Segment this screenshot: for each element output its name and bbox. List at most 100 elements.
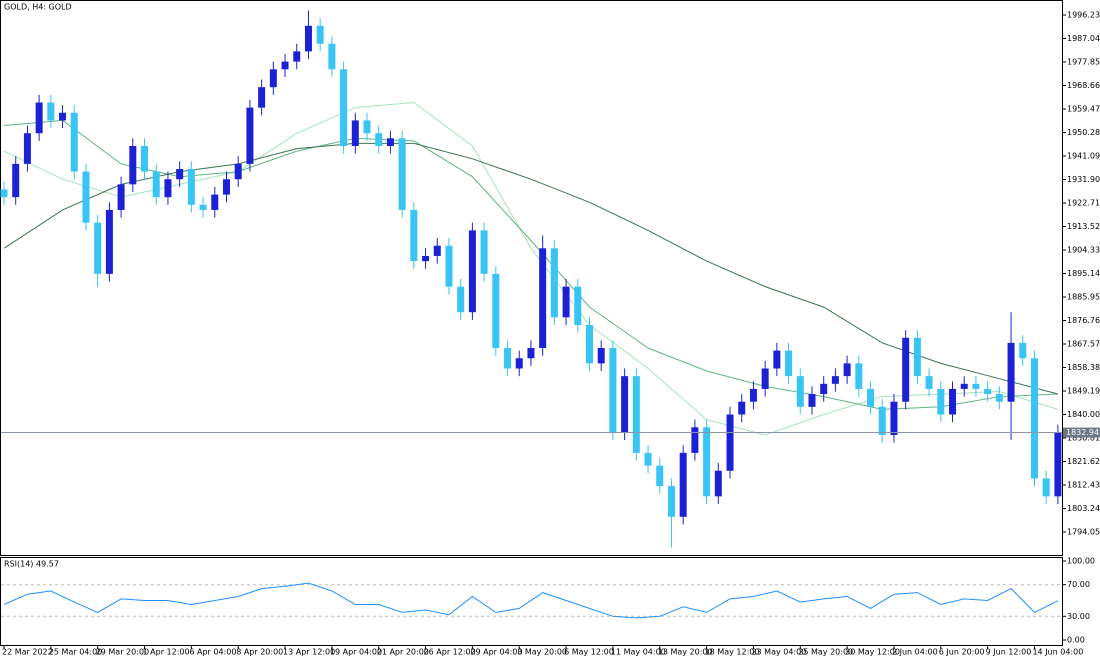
candle-body <box>632 376 640 453</box>
candle-body <box>70 112 78 172</box>
x-tick-label: 30 May 12:00 <box>845 648 900 657</box>
y-tick-label: 1904.33 <box>1067 245 1100 254</box>
candle-body <box>398 138 406 210</box>
candle-body <box>1054 432 1062 497</box>
candle-body <box>1007 342 1015 402</box>
candle-body <box>504 348 512 369</box>
candle-body <box>433 245 441 256</box>
candle-body <box>293 51 301 62</box>
candle-body <box>785 350 793 377</box>
y-tick-label: 1959.47 <box>1067 104 1100 113</box>
candle-body <box>445 245 453 287</box>
candle-body <box>468 230 476 313</box>
candle-body <box>726 414 734 471</box>
y-tick-label: 1922.71 <box>1067 198 1100 207</box>
price-tag <box>1063 427 1100 438</box>
candle-body <box>656 465 664 487</box>
y-tick-label: 1821.62 <box>1067 457 1100 466</box>
candle-body <box>363 120 371 134</box>
candle-body <box>59 112 67 121</box>
x-tick-label: 6 Apr 04:00 <box>189 648 236 657</box>
candle-body <box>1019 342 1027 359</box>
candle-body <box>152 171 160 198</box>
x-tick-label: 9 Jun 12:00 <box>986 648 1032 657</box>
y-tick-label: 1931.90 <box>1067 175 1100 184</box>
y-tick-label: 0.00 <box>1067 636 1085 645</box>
candle-body <box>94 222 102 274</box>
candle-body <box>831 376 839 384</box>
candle-body <box>820 383 828 395</box>
candle-body <box>562 286 570 318</box>
candle-body <box>609 348 617 433</box>
x-tick-label: 19 Apr 04:00 <box>330 648 382 657</box>
candle-body <box>0 189 8 198</box>
y-tick-label: 1876.76 <box>1067 316 1100 325</box>
candle-body <box>960 383 968 389</box>
x-tick-label: 14 Jun 04:00 <box>1032 648 1083 657</box>
y-tick-label: 1977.85 <box>1067 57 1100 66</box>
y-tick-label: 1812.43 <box>1067 481 1100 490</box>
candle-body <box>457 286 465 313</box>
candle-body <box>527 348 535 359</box>
candle-body <box>515 358 523 369</box>
candle-body <box>937 388 945 415</box>
candle-body <box>586 325 593 364</box>
candle-body <box>386 138 394 146</box>
candle-body <box>667 486 675 517</box>
y-tick-label: 1895.14 <box>1067 269 1100 278</box>
x-tick-label: 26 Apr 12:00 <box>424 648 476 657</box>
candle-body <box>621 376 629 433</box>
candle-body <box>925 376 933 389</box>
candle-body <box>105 209 113 274</box>
candle-body <box>164 179 172 198</box>
candle-body <box>281 61 289 70</box>
candle-body <box>691 427 699 453</box>
candle-body <box>234 163 242 180</box>
candle-body <box>972 383 980 389</box>
candle-body <box>222 179 230 195</box>
candle-body <box>304 25 312 52</box>
candle-body <box>902 337 910 402</box>
x-tick-label: 23 May 04:00 <box>751 648 806 657</box>
x-tick-label: 13 Apr 12:00 <box>283 648 335 657</box>
x-tick-label: 1 Apr 12:00 <box>143 648 190 657</box>
candle-body <box>258 87 266 108</box>
candle-body <box>703 427 711 497</box>
candle-body <box>808 394 816 407</box>
y-tick-label: 1941.09 <box>1067 151 1100 160</box>
y-tick-label: 1968.66 <box>1067 81 1100 90</box>
x-tick-label: 3 May 20:00 <box>517 648 567 657</box>
candle-body <box>35 102 43 134</box>
candle-body <box>843 363 851 377</box>
candle-body <box>375 133 383 146</box>
y-tick-label: 1849.19 <box>1067 387 1100 396</box>
y-tick-label: 1950.28 <box>1067 128 1100 137</box>
candle-body <box>796 376 804 407</box>
x-tick-label: 22 Mar 2022 <box>2 648 53 657</box>
x-tick-label: 6 May 12:00 <box>564 648 614 657</box>
candle-body <box>176 169 184 180</box>
x-tick-label: 13 May 20:00 <box>658 648 713 657</box>
candle-body <box>410 209 418 262</box>
x-tick-label: 11 May 04:00 <box>611 648 666 657</box>
candle-body <box>211 194 219 210</box>
y-tick-label: 1858.38 <box>1067 363 1100 372</box>
y-tick-label: 1996.23 <box>1067 10 1100 19</box>
candle-body <box>878 406 886 435</box>
candle-body <box>714 470 722 497</box>
candle-body <box>550 248 558 318</box>
x-tick-label: 29 Mar 20:00 <box>96 648 149 657</box>
candle-body <box>246 107 254 164</box>
chart-title: GOLD, H4: GOLD <box>4 3 72 12</box>
y-tick-label: 1830.81 <box>1067 434 1100 443</box>
x-tick-label: 29 Apr 04:00 <box>470 648 522 657</box>
y-tick-label: 1840.00 <box>1067 410 1100 419</box>
x-tick-label: 2 Jun 04:00 <box>892 648 938 657</box>
y-tick-label: 30.00 <box>1067 612 1090 621</box>
candle-body <box>984 388 992 395</box>
rsi-value: 49.57 <box>36 560 59 569</box>
candle-body <box>12 163 20 198</box>
candle-body <box>129 145 137 185</box>
candle-body <box>492 273 500 349</box>
